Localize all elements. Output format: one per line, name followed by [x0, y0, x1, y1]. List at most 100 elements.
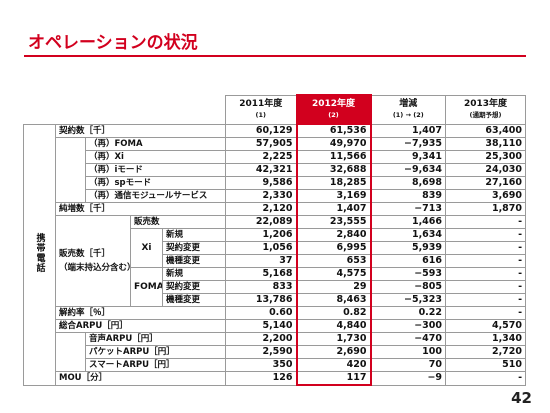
value-cell: 2,120 — [225, 202, 298, 216]
column-header-text: 2012年度 — [311, 98, 356, 109]
table-row: （再）iモード 42,321 32,688 −9,634 24,030 — [24, 163, 527, 177]
value-cell: 49,970 — [295, 137, 372, 151]
row-label: 音声ARPU［円］ — [84, 332, 227, 346]
value-cell: 1,206 — [225, 228, 298, 242]
value-cell: −593 — [370, 267, 447, 281]
value-cell: −5,323 — [370, 293, 447, 307]
value-cell: 0.22 — [370, 306, 447, 320]
row-label: 機種変更 — [161, 293, 227, 307]
indent-cell — [55, 137, 86, 203]
value-cell: 839 — [370, 189, 447, 203]
indent-cell — [55, 332, 86, 372]
value-cell: 6,995 — [295, 241, 372, 255]
table-row: 純増数［千］ 2,120 1,407 −713 1,870 — [24, 202, 527, 216]
value-cell: 2,330 — [225, 189, 298, 203]
table-row: 音声ARPU［円］ 2,200 1,730 −470 1,340 — [24, 332, 527, 372]
row-label: 契約数［千］ — [54, 123, 227, 138]
value-cell: 833 — [225, 280, 298, 294]
value-cell: 27,160 — [445, 176, 527, 190]
value-cell: 57,905 — [225, 137, 298, 151]
value-cell: 2,225 — [225, 150, 298, 164]
value-cell: 2,590 — [225, 345, 298, 359]
value-cell: 37 — [225, 254, 298, 268]
table-row: （再）FOMA 57,905 49,970 −7,935 38,110 — [24, 137, 527, 203]
value-cell: −300 — [370, 319, 447, 333]
value-cell: 126 — [225, 371, 298, 386]
table-row: （再）通信モジュールサービス 2,330 3,169 839 3,690 — [24, 189, 527, 203]
header-row: 2011年度 (1) 2012年度 (2) 増減 (1) → (2) 2013年度 (通期予想… — [24, 94, 527, 125]
value-cell: 653 — [295, 254, 372, 268]
value-cell: 2,690 — [295, 345, 372, 359]
side-label-cell: 携帯電話 — [23, 123, 56, 386]
value-cell: 350 — [225, 358, 298, 372]
column-header-text: 2011年度 — [239, 98, 283, 109]
value-cell: 25,300 — [445, 150, 527, 164]
value-cell: 2,840 — [295, 228, 372, 242]
value-cell: - — [445, 371, 527, 386]
value-cell: 1,407 — [370, 123, 447, 138]
table-row: パケットARPU［円］ 2,590 2,690 100 2,720 — [24, 345, 527, 359]
column-header-note: (2) — [328, 110, 339, 119]
value-cell: −7,935 — [370, 137, 447, 151]
value-cell: 8,698 — [370, 176, 447, 190]
value-cell: - — [445, 228, 527, 242]
row-label: 解約率［％］ — [54, 306, 227, 320]
page-number: 42 — [511, 389, 532, 407]
row-label: パケットARPU［円］ — [84, 345, 227, 359]
value-cell: - — [445, 293, 527, 307]
row-label: 機種変更 — [161, 254, 227, 268]
table-row: 解約率［％］ 0.60 0.82 0.22- — [24, 306, 527, 320]
value-cell: 1,730 — [295, 332, 372, 346]
value-cell: 616 — [370, 254, 447, 268]
column-header: 2012年度 (2) — [295, 94, 372, 125]
row-label: （再）spモード — [84, 176, 227, 190]
value-cell: −9,634 — [370, 163, 447, 177]
value-cell: 9,341 — [370, 150, 447, 164]
column-header: 2013年度 (通期予想) — [445, 94, 527, 125]
table-row: MOU［分］ 126 117 −9- — [24, 371, 527, 386]
table-row: 機種変更 13,786 8,463 −5,323- — [24, 293, 527, 307]
value-cell: 0.82 — [295, 306, 372, 320]
value-cell: 117 — [295, 371, 372, 386]
value-cell: 8,463 — [295, 293, 372, 307]
value-cell: - — [445, 254, 527, 268]
value-cell: 3,169 — [295, 189, 372, 203]
group-label: 販売数［千］ — [59, 249, 111, 259]
value-cell: 100 — [370, 345, 447, 359]
row-label: （再）Xi — [84, 150, 227, 164]
row-label: 新規 — [161, 267, 227, 281]
row-label: スマートARPU［円］ — [84, 358, 227, 372]
value-cell: −805 — [370, 280, 447, 294]
value-cell: 420 — [295, 358, 372, 372]
row-label: （再）通信モジュールサービス — [84, 189, 227, 203]
group-note: （端末持込分含む） — [59, 263, 131, 273]
value-cell: - — [445, 241, 527, 255]
value-cell: 5,939 — [370, 241, 447, 255]
value-cell: - — [445, 280, 527, 294]
value-cell: 4,575 — [295, 267, 372, 281]
value-cell: - — [445, 215, 527, 229]
table-row: （再）spモード 9,586 18,285 8,698 27,160 — [24, 176, 527, 190]
value-cell: 22,089 — [225, 215, 298, 229]
column-header-note: (1) — [255, 110, 266, 119]
value-cell: 11,566 — [295, 150, 372, 164]
table-row: 販売数［千］ （端末持込分含む） 販売数 22,089 23,555 1,466- — [24, 215, 527, 307]
value-cell: 1,634 — [370, 228, 447, 242]
row-label: 新規 — [161, 228, 227, 242]
row-label: MOU［分］ — [54, 371, 227, 386]
title-rule — [24, 55, 526, 57]
column-header: 増減 (1) → (2) — [370, 94, 447, 125]
value-cell: 5,168 — [225, 267, 298, 281]
value-cell: - — [445, 267, 527, 281]
value-cell: 1,466 — [370, 215, 447, 229]
column-header-text: 2013年度 — [463, 98, 508, 109]
row-label: 純増数［千］ — [54, 202, 227, 216]
value-cell: 23,555 — [295, 215, 372, 229]
value-cell: 4,570 — [445, 319, 527, 333]
row-label: 契約変更 — [161, 280, 227, 294]
header-blank — [24, 95, 226, 124]
slide-title: オペレーションの状況 — [28, 33, 198, 53]
column-header-note: (1) → (2) — [392, 110, 424, 119]
row-label: 契約変更 — [161, 241, 227, 255]
